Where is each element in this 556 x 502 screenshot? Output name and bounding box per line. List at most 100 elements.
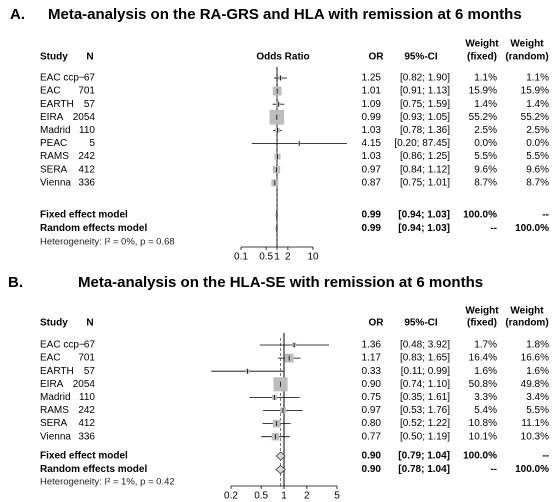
n-value: 701 <box>78 353 95 364</box>
x-tick-label: 10 <box>307 252 319 263</box>
weight-random: 1.6% <box>526 366 549 377</box>
chart-title: Meta-analysis on the HLA-SE with remissi… <box>78 274 483 291</box>
ci-value: [0.83; 1.65] <box>400 353 450 364</box>
n-value: 412 <box>78 418 95 429</box>
heterogeneity: Heterogeneity: I² = 1%, p = 0.42 <box>40 477 175 488</box>
summary-or: 0.90 <box>362 464 382 475</box>
summary-or: 0.90 <box>362 451 382 462</box>
x-tick-label: 0.5 <box>254 491 268 502</box>
ci-value: [0.75; 1.01] <box>400 177 450 188</box>
study-name: EARTH <box>40 99 74 110</box>
n-value: 67 <box>84 73 96 84</box>
study-name: EAC ccp− <box>40 73 85 84</box>
weight-random: 1.1% <box>526 73 549 84</box>
study-name: Madrid <box>40 125 71 136</box>
summary-name: Fixed effect model <box>40 210 128 221</box>
summary-weight: 100.0% <box>515 464 549 475</box>
weight-fixed: 5.5% <box>474 151 497 162</box>
weight-fixed: 1.1% <box>474 73 497 84</box>
x-tick-label: 0.5 <box>259 252 273 263</box>
n-value: 5 <box>89 138 95 149</box>
study-name: RAMS <box>40 405 69 416</box>
summary-weight: -- <box>542 210 549 221</box>
ci-value: [0.91; 1.13] <box>400 86 450 97</box>
or-value: 0.80 <box>362 418 382 429</box>
weight-random: 1.4% <box>526 99 549 110</box>
n-value: 701 <box>78 86 95 97</box>
weight-random: 0.0% <box>526 138 549 149</box>
weight-random: 8.7% <box>526 177 549 188</box>
header: OR <box>369 52 385 63</box>
summary-weight: -- <box>542 451 549 462</box>
summary-or: 0.99 <box>362 210 382 221</box>
summary-diamond <box>275 224 278 233</box>
or-value: 0.90 <box>362 379 382 390</box>
or-value: 1.09 <box>362 99 382 110</box>
n-value: 336 <box>78 177 95 188</box>
or-value: 1.36 <box>362 340 382 351</box>
study-name: SERA <box>40 164 68 175</box>
or-value: 0.77 <box>362 431 382 442</box>
header: N <box>86 52 93 63</box>
n-value: 412 <box>78 164 95 175</box>
ci-value: [0.48; 3.92] <box>400 340 450 351</box>
study-name: EIRA <box>40 379 64 390</box>
summary-weight: -- <box>490 223 497 234</box>
or-value: 1.17 <box>362 353 382 364</box>
weight-fixed: 8.7% <box>474 177 497 188</box>
weight-random: 55.2% <box>521 112 549 123</box>
ci-value: [0.78; 1.36] <box>400 125 450 136</box>
panel-label: A. <box>10 6 25 23</box>
weight-fixed: 55.2% <box>469 112 497 123</box>
study-name: Madrid <box>40 392 71 403</box>
x-tick-label: 5 <box>334 491 340 502</box>
x-tick-label: 0.2 <box>224 491 238 502</box>
n-value: 242 <box>78 151 95 162</box>
summary-weight: 100.0% <box>515 223 549 234</box>
study-name: Vienna <box>40 177 71 188</box>
weight-fixed: 15.9% <box>469 86 497 97</box>
or-value: 0.75 <box>362 392 382 403</box>
summary-name: Fixed effect model <box>40 451 128 462</box>
weight-random: 5.5% <box>526 151 549 162</box>
summary-weight: 100.0% <box>463 210 497 221</box>
header: Weight <box>465 39 499 50</box>
weight-random: 16.6% <box>521 353 549 364</box>
header: Study <box>40 318 68 329</box>
study-name: PEAC <box>40 138 67 149</box>
or-value: 1.03 <box>362 125 382 136</box>
summary-ci: [0.94; 1.03] <box>398 223 450 234</box>
n-value: 2054 <box>73 112 96 123</box>
weight-fixed: 0.0% <box>474 138 497 149</box>
ci-value: [0.11; 0.99] <box>401 366 451 377</box>
summary-weight: 100.0% <box>463 451 497 462</box>
weight-fixed: 10.8% <box>469 418 497 429</box>
header: N <box>86 318 93 329</box>
heterogeneity: Heterogeneity: I² = 0%, p = 0.68 <box>40 237 175 248</box>
weight-random: 15.9% <box>521 86 549 97</box>
weight-random: 1.8% <box>526 340 549 351</box>
chart-title: Meta-analysis on the RA-GRS and HLA with… <box>48 6 522 23</box>
study-name: EAC <box>40 353 61 364</box>
x-tick-label: 1 <box>274 252 280 263</box>
summary-weight: -- <box>490 464 497 475</box>
weight-random: 5.5% <box>526 405 549 416</box>
or-value: 1.25 <box>362 73 382 84</box>
or-value: 0.33 <box>362 366 382 377</box>
weight-fixed: 9.6% <box>474 164 497 175</box>
n-value: 57 <box>84 99 96 110</box>
n-value: 242 <box>78 405 95 416</box>
summary-ci: [0.94; 1.03] <box>398 210 450 221</box>
n-value: 110 <box>79 392 95 403</box>
weight-fixed: 3.3% <box>474 392 497 403</box>
summary-name: Random effects model <box>40 464 147 475</box>
study-name: EARTH <box>40 366 74 377</box>
ci-value: [0.75; 1.59] <box>400 99 450 110</box>
weight-random: 3.4% <box>526 392 549 403</box>
header: OR <box>369 318 385 329</box>
weight-fixed: 1.4% <box>474 99 497 110</box>
weight-random: 49.8% <box>521 379 549 390</box>
weight-fixed: 1.6% <box>474 366 497 377</box>
weight-fixed: 10.1% <box>469 431 497 442</box>
